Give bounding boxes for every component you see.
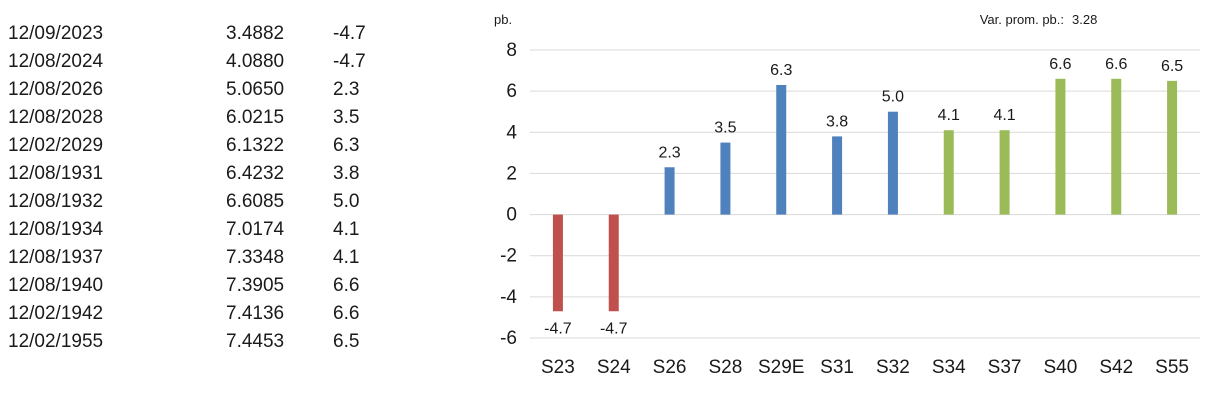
x-tick-label: S31 <box>820 357 854 378</box>
table-row: 12/02/2029 6.1322 6.3 <box>0 132 420 160</box>
data-label: -4.7 <box>600 320 628 337</box>
data-label: 6.6 <box>1105 56 1127 73</box>
row-yield: 6.0215 <box>226 107 285 128</box>
x-tick-label: S29E <box>758 357 804 378</box>
table-row: 12/02/1942 7.4136 6.6 <box>0 300 420 328</box>
row-change: -4.7 <box>333 51 366 72</box>
x-tick-label: S28 <box>709 357 743 378</box>
bar <box>1055 78 1066 215</box>
row-yield: 7.4136 <box>226 303 285 324</box>
row-date: 12/08/1932 <box>8 191 104 212</box>
row-change: 3.5 <box>333 107 360 128</box>
bar <box>1111 78 1122 215</box>
y-tick-label: 2 <box>506 163 517 184</box>
bond-table: 12/09/2023 3.4882 -4.7 12/08/2024 4.0880 -4.7… <box>0 0 420 406</box>
row-yield: 6.6085 <box>226 191 285 212</box>
row-change: 2.3 <box>333 79 360 100</box>
x-tick-label: S24 <box>597 357 631 378</box>
table-row: 12/08/1931 6.4232 3.8 <box>0 160 420 188</box>
y-tick-label: 6 <box>506 81 517 102</box>
table-row: 12/08/1934 7.0174 4.1 <box>0 216 420 244</box>
data-label: 2.3 <box>658 144 680 161</box>
y-tick-label: -4 <box>500 287 517 308</box>
row-date: 12/08/1940 <box>8 275 104 296</box>
row-yield: 6.1322 <box>226 135 285 156</box>
row-date: 12/08/2028 <box>8 107 104 128</box>
row-yield: 7.4453 <box>226 331 285 352</box>
data-label: 6.6 <box>1049 56 1071 73</box>
y-tick-label: -6 <box>500 328 517 349</box>
row-yield: 7.3348 <box>226 247 285 268</box>
bar <box>832 136 843 215</box>
y-tick-label: 4 <box>506 122 517 143</box>
row-date: 12/02/1955 <box>8 331 104 352</box>
row-yield: 7.0174 <box>226 219 285 240</box>
x-tick-label: S26 <box>653 357 687 378</box>
y-axis-label: pb. <box>494 12 512 27</box>
row-yield: 4.0880 <box>226 51 285 72</box>
table-row: 12/09/2023 3.4882 -4.7 <box>0 20 420 48</box>
x-tick-label: S42 <box>1099 357 1133 378</box>
bar <box>608 214 619 312</box>
table-row: 12/08/2028 6.0215 3.5 <box>0 104 420 132</box>
data-label: 6.3 <box>770 62 792 79</box>
row-change: 6.6 <box>333 275 360 296</box>
table-row: 12/08/1937 7.3348 4.1 <box>0 244 420 272</box>
row-change: 5.0 <box>333 191 360 212</box>
row-date: 12/02/1942 <box>8 303 104 324</box>
bar <box>552 214 563 312</box>
y-tick-label: -2 <box>500 246 517 267</box>
bar <box>999 130 1010 215</box>
row-date: 12/08/1931 <box>8 163 104 184</box>
data-label: 5.0 <box>882 89 904 106</box>
table-row: 12/08/2024 4.0880 -4.7 <box>0 48 420 76</box>
bar <box>943 130 954 215</box>
row-date: 12/02/2029 <box>8 135 104 156</box>
row-change: 6.5 <box>333 331 360 352</box>
x-tick-label: S40 <box>1044 357 1078 378</box>
row-change: 3.8 <box>333 163 360 184</box>
data-label: -4.7 <box>544 320 572 337</box>
y-tick-label: 0 <box>506 205 517 226</box>
row-yield: 5.0650 <box>226 79 285 100</box>
avg-change-label: Var. prom. pb.: <box>980 12 1064 27</box>
row-change: -4.7 <box>333 23 366 44</box>
bar <box>887 111 898 215</box>
y-tick-label: 8 <box>506 40 517 61</box>
row-date: 12/08/1937 <box>8 247 104 268</box>
row-date: 12/08/2024 <box>8 51 104 72</box>
row-change: 4.1 <box>333 247 360 268</box>
x-tick-label: S32 <box>876 357 910 378</box>
bar <box>776 84 787 215</box>
data-label: 4.1 <box>993 107 1015 124</box>
x-tick-label: S23 <box>541 357 575 378</box>
row-change: 6.6 <box>333 303 360 324</box>
row-yield: 3.4882 <box>226 23 285 44</box>
data-label: 3.8 <box>826 113 848 130</box>
bar <box>664 167 675 215</box>
x-tick-label: S34 <box>932 357 966 378</box>
data-label: 6.5 <box>1161 58 1183 75</box>
x-tick-label: S55 <box>1155 357 1189 378</box>
row-change: 4.1 <box>333 219 360 240</box>
row-change: 6.3 <box>333 135 360 156</box>
bar <box>1167 80 1178 215</box>
table-row: 12/08/2026 5.0650 2.3 <box>0 76 420 104</box>
table-row: 12/02/1955 7.4453 6.5 <box>0 328 420 356</box>
row-date: 12/09/2023 <box>8 23 104 44</box>
x-tick-label: S37 <box>988 357 1022 378</box>
row-date: 12/08/2026 <box>8 79 104 100</box>
data-label: 3.5 <box>714 120 736 137</box>
row-yield: 6.4232 <box>226 163 285 184</box>
row-date: 12/08/1934 <box>8 219 104 240</box>
table-row: 12/08/1940 7.3905 6.6 <box>0 272 420 300</box>
data-label: 4.1 <box>938 107 960 124</box>
avg-change-value: 3.28 <box>1072 12 1097 27</box>
table-row: 12/08/1932 6.6085 5.0 <box>0 188 420 216</box>
bar <box>720 142 731 215</box>
row-yield: 7.3905 <box>226 275 285 296</box>
